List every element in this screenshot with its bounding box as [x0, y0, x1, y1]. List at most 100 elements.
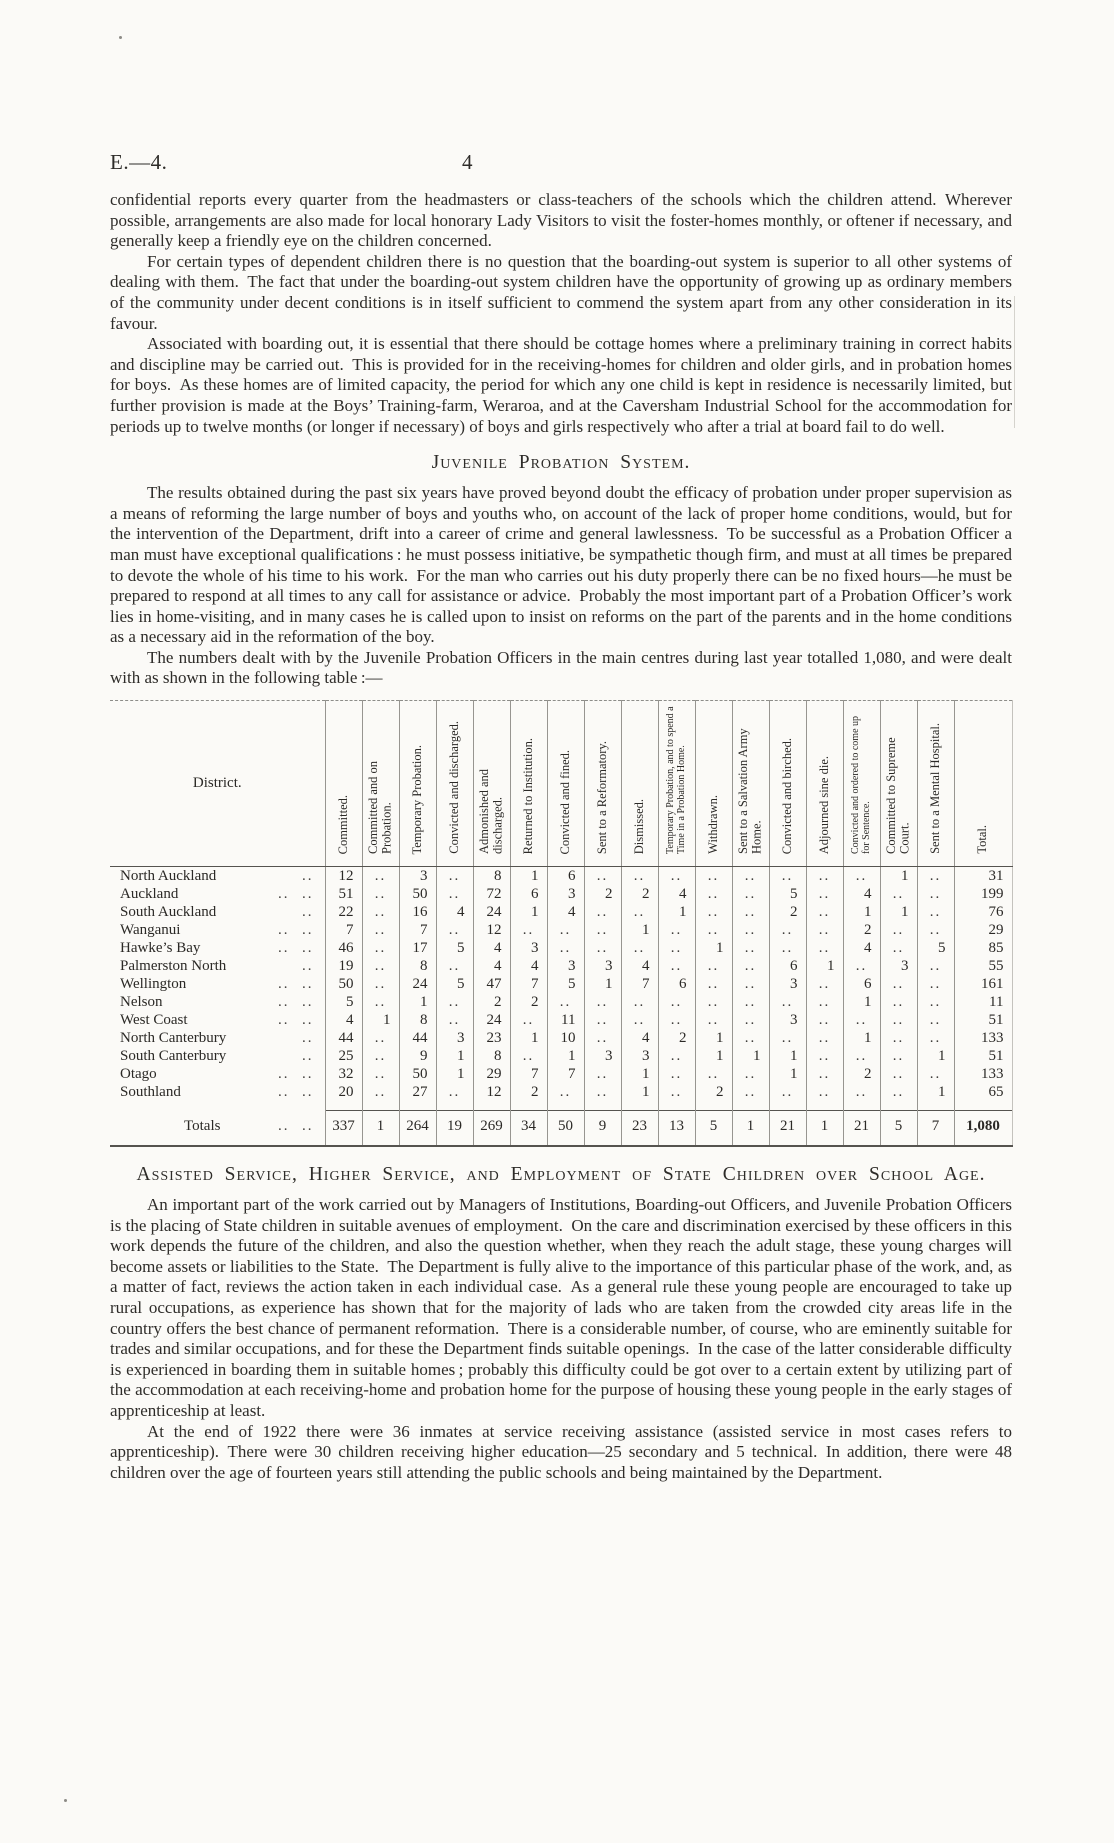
table-cell: .. — [546, 993, 584, 1012]
totals-cell: 50 — [546, 1110, 584, 1147]
leader-dots: .. — [302, 976, 314, 993]
district-name: Palmerston North — [120, 958, 227, 975]
table-cell: 44 — [324, 1029, 362, 1048]
district-name: West Coast — [120, 1012, 188, 1029]
table-cell: .. — [842, 957, 880, 976]
table-cell: 5 — [768, 885, 806, 904]
table-cell: 51 — [324, 885, 362, 904]
totals-cell: 1,080 — [953, 1110, 1013, 1147]
spacer-cell — [768, 1101, 806, 1111]
table-cell: 4 — [842, 939, 880, 958]
leader-dots: .. — [278, 994, 290, 1011]
table-cell: 2 — [509, 1083, 547, 1102]
spacer-cell — [398, 1101, 436, 1111]
table-cell: .. — [768, 939, 806, 958]
section-heading-assisted-service: Assisted Service, Higher Service, and Em… — [136, 1164, 986, 1186]
table-cell: 29 — [953, 921, 1013, 940]
totals-cell: 34 — [509, 1110, 547, 1147]
table-cell: 1 — [509, 866, 547, 886]
spacer-cell — [509, 1101, 547, 1111]
table-cell: 2 — [842, 921, 880, 940]
table-cell: .. — [583, 903, 621, 922]
table-cell: 1 — [842, 993, 880, 1012]
table-cell: 6 — [768, 957, 806, 976]
table-cell: .. — [361, 993, 399, 1012]
spacer-cell — [731, 1101, 769, 1111]
column-header: Sent to a Mental Hospital. — [916, 700, 954, 868]
table-cell: 11 — [953, 993, 1013, 1012]
table-cell: .. — [694, 921, 732, 940]
table-cell: 85 — [953, 939, 1013, 958]
totals-cell: 19 — [435, 1110, 473, 1147]
table-cell: 1 — [694, 939, 732, 958]
table-cell: .. — [657, 939, 695, 958]
leader-dots: .. — [302, 940, 314, 957]
table-cell: .. — [361, 1029, 399, 1048]
paragraph-1922-figures: At the end of 1922 there were 36 inmates… — [110, 1421, 1012, 1482]
district-cell: Otago.... — [110, 1065, 325, 1083]
table-cell: .. — [916, 885, 954, 904]
table-cell: 3 — [546, 885, 584, 904]
table-cell: 1 — [842, 1029, 880, 1048]
column-header: Admonished and discharged. — [472, 700, 510, 868]
table-cell: .. — [620, 1011, 658, 1030]
table-cell: 6 — [509, 885, 547, 904]
table-row: South Canterbury.. 25.. 9 1 8.. 1 3 3.. 1 1 1.....… — [110, 1047, 1013, 1066]
table-cell: 1 — [694, 1029, 732, 1048]
district-cell: South Canterbury.. — [110, 1047, 325, 1065]
table-cell: 1 — [546, 1047, 584, 1066]
spacer-cell — [953, 1101, 1013, 1111]
table-cell: .. — [842, 1011, 880, 1030]
table-cell: .. — [768, 921, 806, 940]
table-cell: 6 — [842, 975, 880, 994]
totals-cell: 5 — [879, 1110, 917, 1147]
table-cell: 1 — [361, 1011, 399, 1030]
table-cell: 51 — [953, 1011, 1013, 1030]
leader-dots: .. — [278, 1084, 290, 1101]
scan-speck — [64, 1799, 67, 1802]
column-header-label: Returned to Institution. — [520, 737, 535, 855]
column-header-label: Temporary Probation. — [409, 744, 424, 855]
spacer-cell — [842, 1101, 880, 1111]
table-cell: 3 — [435, 1029, 473, 1048]
table-cell: .. — [731, 885, 769, 904]
table-cell: .. — [805, 921, 843, 940]
table-cell: .. — [916, 993, 954, 1012]
table-cell: .. — [879, 939, 917, 958]
table-cell: 16 — [398, 903, 436, 922]
table-cell: 47 — [472, 975, 510, 994]
column-header-label: Temporary Probation, and to spend a Time… — [664, 706, 687, 855]
table-cell: 46 — [324, 939, 362, 958]
table-cell: .. — [805, 1083, 843, 1102]
leader-dots: .. — [278, 976, 290, 993]
table-cell: .. — [768, 993, 806, 1012]
paragraph-probation-results: The results obtained during the past six… — [110, 483, 1012, 647]
table-cell: 17 — [398, 939, 436, 958]
district-cell: Auckland.... — [110, 885, 325, 903]
table-row: Wanganui.... 7.. 7.. 12...... 1.......... 2..… — [110, 921, 1013, 940]
column-header-label: Sent to a Reformatory. — [594, 741, 609, 855]
table-cell: .. — [731, 903, 769, 922]
table-row: Otago.... 32.. 50 1 29 7 7.. 1...... 1.. 2.... 133 — [110, 1065, 1013, 1084]
leader-dots: .. — [302, 1084, 314, 1101]
table-cell: .. — [768, 1083, 806, 1102]
table-cell: .. — [731, 939, 769, 958]
table-cell: .. — [620, 993, 658, 1012]
spacer-cell — [694, 1101, 732, 1111]
table-cell: .. — [583, 866, 621, 886]
table-cell: .. — [694, 1065, 732, 1084]
table-cell: .. — [768, 1029, 806, 1048]
table-cell: 3 — [768, 1011, 806, 1030]
table-cell: .. — [916, 1065, 954, 1084]
scan-edge-artifact — [1014, 296, 1015, 428]
totals-cell: 21 — [842, 1110, 880, 1147]
table-cell: .. — [435, 993, 473, 1012]
spacer-cell — [620, 1101, 658, 1111]
table-cell: 7 — [509, 1065, 547, 1084]
table-cell: .. — [435, 921, 473, 940]
district-name: North Auckland — [120, 868, 217, 885]
table-cell: .. — [657, 866, 695, 886]
table-cell: .. — [583, 993, 621, 1012]
table-cell: 5 — [916, 939, 954, 958]
table-cell: .. — [805, 866, 843, 886]
